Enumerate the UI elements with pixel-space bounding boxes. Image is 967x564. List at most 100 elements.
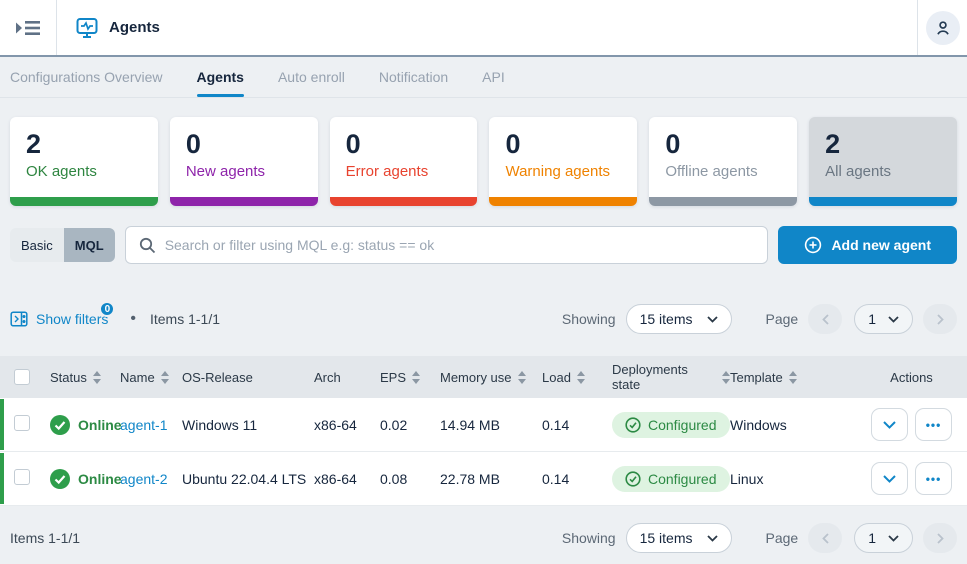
ellipsis-icon: ••• xyxy=(925,417,942,432)
sidebar-collapse-icon xyxy=(16,19,40,37)
card-status-bar xyxy=(10,197,158,206)
sort-icon xyxy=(722,370,730,384)
status-cards: 2 OK agents 0 New agents 0 Error agents … xyxy=(0,98,967,226)
next-page-button[interactable] xyxy=(923,304,957,334)
chevron-right-icon xyxy=(936,313,944,325)
column-header-actions: Actions xyxy=(890,369,933,385)
status-check-circle-icon xyxy=(50,468,70,489)
status-text: Online xyxy=(78,416,122,433)
page-number-select[interactable]: 1 xyxy=(854,523,913,553)
sort-icon xyxy=(788,370,797,384)
template-cell: Linux xyxy=(730,470,764,487)
chevron-down-icon xyxy=(706,534,718,542)
prev-page-button[interactable] xyxy=(808,304,843,334)
column-header-arch: Arch xyxy=(314,369,341,385)
search-box xyxy=(124,226,769,264)
agent-name-link[interactable]: agent-2 xyxy=(120,470,168,487)
expand-row-button[interactable] xyxy=(871,462,908,495)
showing-label: Showing xyxy=(561,530,616,546)
search-mode-toggle: Basic MQL xyxy=(10,228,115,262)
chevron-down-icon xyxy=(706,315,718,323)
column-header-name[interactable]: Name xyxy=(120,370,182,385)
card-all-agents[interactable]: 2 All agents xyxy=(809,117,957,206)
column-header-memory-use[interactable]: Memory use xyxy=(440,370,542,385)
add-new-agent-label: Add new agent xyxy=(831,237,931,253)
eps-cell: 0.02 xyxy=(380,416,408,433)
search-icon xyxy=(139,237,156,254)
items-per-page-value: 15 items xyxy=(639,530,693,546)
card-warning-agents[interactable]: 0 Warning agents xyxy=(489,117,638,206)
template-cell: Windows xyxy=(730,416,787,433)
row-actions-menu-button[interactable]: ••• xyxy=(915,408,952,441)
items-per-page-select[interactable]: 15 items xyxy=(625,304,732,334)
sort-icon xyxy=(160,370,169,384)
expand-row-button[interactable] xyxy=(871,408,908,441)
page-number-value: 1 xyxy=(868,530,876,546)
mode-mql-button[interactable]: MQL xyxy=(63,228,115,262)
tab-api[interactable]: API xyxy=(482,57,505,97)
column-header-template[interactable]: Template xyxy=(730,370,856,385)
pagination-top: Showing 15 items Page 1 xyxy=(562,304,957,334)
column-header-eps[interactable]: EPS xyxy=(380,370,440,385)
card-status-bar xyxy=(809,197,957,206)
status-text: Online xyxy=(78,470,122,487)
memory-use-cell: 14.94 MB xyxy=(440,416,500,433)
filter-panel-icon xyxy=(10,310,28,328)
sidebar-toggle-button[interactable] xyxy=(0,0,57,55)
chevron-right-icon xyxy=(936,532,944,544)
search-row: Basic MQL Add new agent xyxy=(0,226,967,264)
tab-notification[interactable]: Notification xyxy=(379,57,448,97)
card-label: New agents xyxy=(185,162,266,180)
select-all-checkbox[interactable] xyxy=(14,369,30,385)
card-label: OK agents xyxy=(26,162,97,180)
user-menu-button[interactable] xyxy=(925,10,960,45)
card-status-bar xyxy=(489,197,638,206)
showing-label: Showing xyxy=(561,311,616,327)
tab-auto-enroll[interactable]: Auto enroll xyxy=(278,57,345,97)
add-new-agent-button[interactable]: Add new agent xyxy=(778,226,957,264)
show-filters-button[interactable]: Show filters 0 xyxy=(10,301,116,328)
next-page-button[interactable] xyxy=(923,523,957,553)
table-toolbar: Show filters 0 • Items 1-1/1 Showing 15 … xyxy=(0,301,967,335)
pagination-bottom: Showing 15 items Page 1 xyxy=(562,523,957,553)
items-per-page-select[interactable]: 15 items xyxy=(625,523,732,553)
agent-name-link[interactable]: agent-1 xyxy=(120,416,168,433)
card-error-agents[interactable]: 0 Error agents xyxy=(329,117,478,206)
card-status-bar xyxy=(169,197,318,206)
row-actions-menu-button[interactable]: ••• xyxy=(915,462,952,495)
table-row-agent-2: Online agent-2 Ubuntu 22.04.4 LTS x86-64… xyxy=(0,452,967,506)
tab-bar: Configurations Overview Agents Auto enro… xyxy=(0,57,967,98)
card-label: Offline agents xyxy=(665,162,758,180)
column-header-status[interactable]: Status xyxy=(50,370,120,385)
os-release-cell: Ubuntu 22.04.4 LTS xyxy=(182,470,307,487)
prev-page-button[interactable] xyxy=(808,523,843,553)
chevron-down-icon xyxy=(888,534,899,542)
card-offline-agents[interactable]: 0 Offline agents xyxy=(649,117,798,206)
table-header-row: Status Name OS-Release Arch EPS Memory u… xyxy=(0,356,967,398)
column-header-deployments-state[interactable]: Deployments state xyxy=(612,362,730,392)
card-label: Error agents xyxy=(345,162,429,180)
column-header-load[interactable]: Load xyxy=(542,370,612,385)
page-number-select[interactable]: 1 xyxy=(854,304,913,334)
mode-basic-button[interactable]: Basic xyxy=(10,228,64,262)
arch-cell: x86-64 xyxy=(314,470,357,487)
dot-separator: • xyxy=(130,310,136,327)
row-checkbox[interactable] xyxy=(14,469,30,485)
card-ok-agents[interactable]: 2 OK agents xyxy=(10,117,158,206)
user-icon xyxy=(933,18,953,38)
sort-icon xyxy=(517,370,526,384)
items-per-page-value: 15 items xyxy=(639,311,693,327)
chevron-left-icon xyxy=(821,313,829,325)
search-input[interactable] xyxy=(164,237,755,253)
chevron-down-icon xyxy=(883,420,896,429)
card-value: 0 xyxy=(345,129,361,159)
page-number-value: 1 xyxy=(868,311,876,327)
row-checkbox[interactable] xyxy=(14,415,30,431)
tab-configurations-overview[interactable]: Configurations Overview xyxy=(10,57,163,97)
sort-icon xyxy=(412,370,421,384)
tab-agents[interactable]: Agents xyxy=(196,57,245,97)
items-count: Items 1-1/1 xyxy=(10,530,81,546)
table-footer: Items 1-1/1 Showing 15 items Page 1 xyxy=(0,506,967,553)
sort-icon xyxy=(92,370,101,384)
card-new-agents[interactable]: 0 New agents xyxy=(169,117,318,206)
